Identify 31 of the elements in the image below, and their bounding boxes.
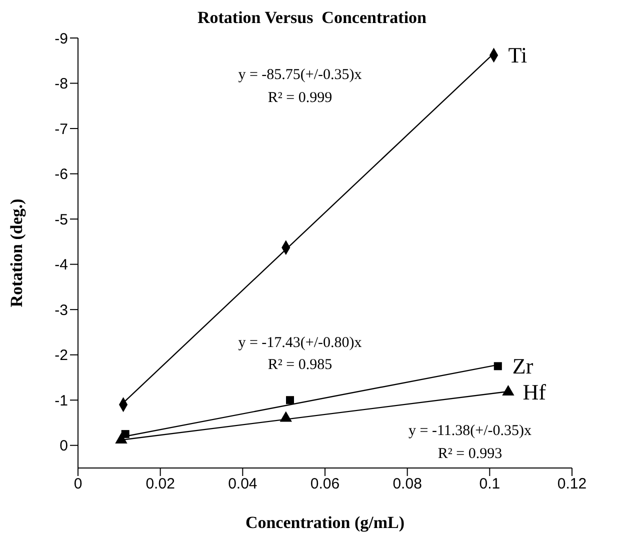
x-tick-label: 0.08: [392, 476, 422, 493]
x-tick-label: 0.12: [557, 476, 587, 493]
y-tick-label: -2: [54, 347, 68, 364]
y-tick-label: -8: [54, 76, 68, 93]
x-tick-label: 0.04: [228, 476, 258, 493]
annotation: R² = 0.985: [266, 356, 334, 375]
annotation: y = -85.75(+/-0.35)x: [237, 66, 363, 85]
series-label: Ti: [508, 42, 528, 68]
y-tick-label: -9: [54, 30, 68, 48]
y-tick-label: 0: [60, 438, 68, 455]
chart-title: Rotation Versus Concentration: [196, 8, 428, 29]
annotation: R² = 0.993: [436, 445, 504, 464]
y-tick-label: -5: [54, 211, 68, 228]
x-tick-label: 0: [74, 476, 82, 493]
x-tick-label: 0.02: [146, 476, 175, 493]
annotation: y = -17.43(+/-0.80)x: [237, 334, 363, 353]
series-label: Zr: [512, 354, 534, 379]
annotation: R² = 0.999: [266, 89, 334, 108]
series-label: Hf: [522, 379, 547, 404]
y-tick-label: -7: [54, 120, 68, 138]
annotation: y = -11.38(+/-0.35)x: [407, 422, 532, 441]
y-tick-label: -1: [54, 392, 68, 410]
x-tick-label: 0.1: [479, 476, 500, 493]
point: [286, 396, 294, 404]
x-tick-label: 0.06: [310, 476, 340, 493]
y-axis-title: Rotation (deg.): [7, 198, 26, 308]
point: [494, 362, 502, 370]
x-axis-title: Concentration (g/mL): [245, 513, 405, 532]
y-tick-label: -4: [54, 256, 68, 274]
y-tick-label: -3: [54, 302, 68, 319]
y-tick-label: -6: [54, 166, 68, 184]
